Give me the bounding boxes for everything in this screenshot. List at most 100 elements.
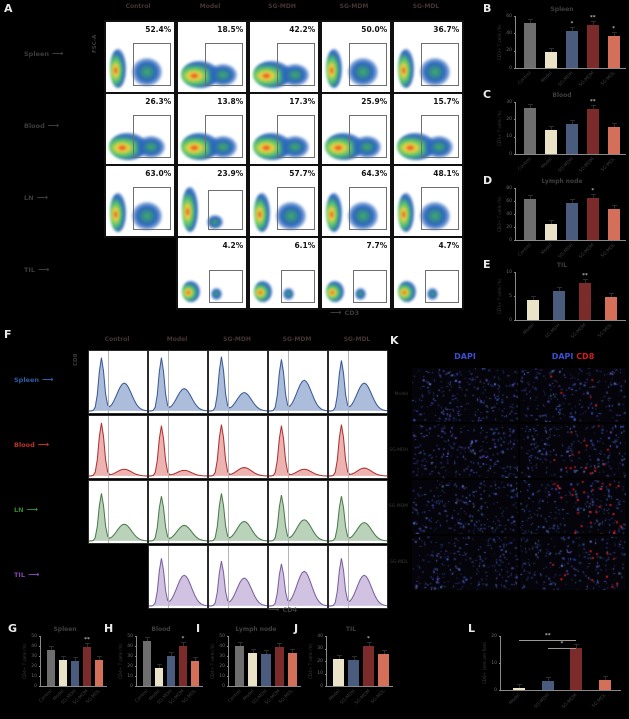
density-blob — [254, 281, 272, 303]
x-tick-label: SG-MDL — [599, 157, 617, 174]
bar — [541, 681, 554, 690]
error-bar-stem — [292, 650, 294, 653]
bar — [95, 660, 103, 686]
dapi-column-header: DAPI — [454, 352, 476, 361]
histogram-plot — [328, 350, 388, 414]
error-bar-cap — [169, 652, 174, 653]
fluorescence-image — [412, 480, 518, 534]
gate-rectangle — [205, 115, 243, 158]
histogram-plot — [148, 415, 208, 479]
x-tick-label: SG-MDH — [544, 323, 562, 340]
significance-mark: * — [560, 641, 564, 647]
bar — [566, 124, 578, 154]
row-label-text: Spleen — [14, 376, 40, 384]
y-tick-label: 60 — [506, 198, 512, 204]
gate-line — [348, 351, 349, 413]
gate-rectangle — [277, 187, 315, 230]
error-bar-stem — [604, 677, 606, 681]
y-tick-label: 20 — [506, 48, 512, 54]
panel-k-row-label: Model — [394, 392, 408, 397]
row-arrow-icon: ⟶ — [52, 49, 64, 58]
gate-rectangle — [349, 115, 387, 158]
error-bar-cap — [611, 32, 617, 34]
error-bar-cap — [611, 122, 617, 124]
row-arrow-icon: ⟶ — [26, 505, 39, 514]
y-tick-mark — [325, 686, 327, 687]
flow-plot: 57.7% — [248, 164, 320, 238]
error-bar-stem — [75, 658, 76, 661]
histogram-curve — [269, 494, 327, 542]
chart-title: Spleen — [550, 6, 574, 13]
panel-letter: L — [468, 622, 476, 635]
bar-chart-b: B Spleen CD3+ T cells (%) * ** * 0 20 40 60 Contro… — [483, 2, 627, 94]
y-tick-mark — [227, 656, 229, 657]
group-column-header: SG-MDL — [343, 336, 371, 343]
gate-rectangle — [133, 115, 171, 158]
error-bar-stem — [353, 656, 355, 660]
bar — [363, 646, 374, 686]
error-bar-cap — [250, 649, 256, 650]
flow-plot: 25.9% — [320, 92, 392, 166]
group-column-header: SG-MDM — [339, 3, 369, 10]
gate-rectangle — [277, 115, 315, 158]
density-blob — [326, 281, 344, 303]
flow-plot: 17.3% — [248, 92, 320, 166]
bar — [235, 646, 245, 686]
density-blob — [426, 288, 438, 300]
y-tick-label: 10 — [506, 269, 512, 275]
error-bar-cap — [583, 279, 588, 281]
error-bar-stem — [266, 651, 267, 654]
gate-rectangle — [425, 270, 459, 303]
error-bar-stem — [572, 28, 573, 32]
gate-line — [348, 546, 349, 608]
y-tick-label: 40 — [506, 30, 512, 36]
panel-letter: I — [196, 622, 201, 635]
row-label-text: TIL — [24, 266, 35, 274]
row-arrow-icon: ⟶ — [28, 570, 40, 579]
bar — [513, 687, 526, 690]
histogram-plot — [268, 545, 328, 609]
significance-mark: ** — [544, 633, 551, 639]
bar — [47, 650, 55, 686]
gate-line — [108, 416, 109, 478]
y-tick-label: 30 — [31, 653, 37, 659]
y-tick-mark — [227, 646, 229, 647]
panel-f-x-axis-label: CD4 — [282, 606, 298, 614]
bar — [553, 290, 565, 320]
error-bar-stem — [572, 121, 573, 125]
chart-plot-area — [227, 636, 301, 687]
y-tick-mark — [499, 636, 501, 637]
density-blob — [208, 64, 238, 87]
histogram-plot — [148, 350, 208, 414]
significance-mark: ** — [589, 14, 596, 21]
error-bar-cap — [181, 642, 186, 643]
row-label-text: Blood — [24, 122, 45, 130]
gate-percentage: 26.3% — [145, 96, 172, 106]
bar — [586, 198, 599, 240]
flow-plot: 26.3% — [104, 92, 176, 166]
error-bar-stem — [572, 199, 573, 203]
flow-plot: 42.2% — [248, 20, 320, 94]
gate-line — [108, 481, 109, 543]
error-bar-cap — [97, 656, 102, 657]
x-tick-label: Model — [522, 323, 536, 337]
bar — [261, 654, 271, 686]
y-tick-label: 40 — [31, 643, 37, 649]
row-arrow-icon: ⟶ — [36, 193, 49, 202]
y-tick-mark — [514, 296, 516, 297]
panel-f-y-axis-label: CD8 — [73, 353, 79, 367]
error-bar-stem — [99, 657, 100, 660]
panel-a-row-label-til: TIL ⟶ — [24, 266, 49, 275]
error-bar-cap — [49, 646, 54, 647]
y-tick-mark — [39, 686, 41, 687]
gate-rectangle — [133, 43, 171, 86]
chart-plot-area: ** — [39, 636, 107, 687]
error-bar-stem — [576, 645, 578, 649]
chart-plot-area: ** * — [499, 633, 621, 691]
y-tick-mark — [514, 188, 516, 189]
y-tick-mark — [514, 214, 516, 215]
error-bar-stem — [383, 650, 385, 654]
y-tick-label: 0 — [494, 687, 497, 693]
error-bar-stem — [559, 287, 560, 291]
gate-percentage: 63.0% — [145, 168, 172, 178]
